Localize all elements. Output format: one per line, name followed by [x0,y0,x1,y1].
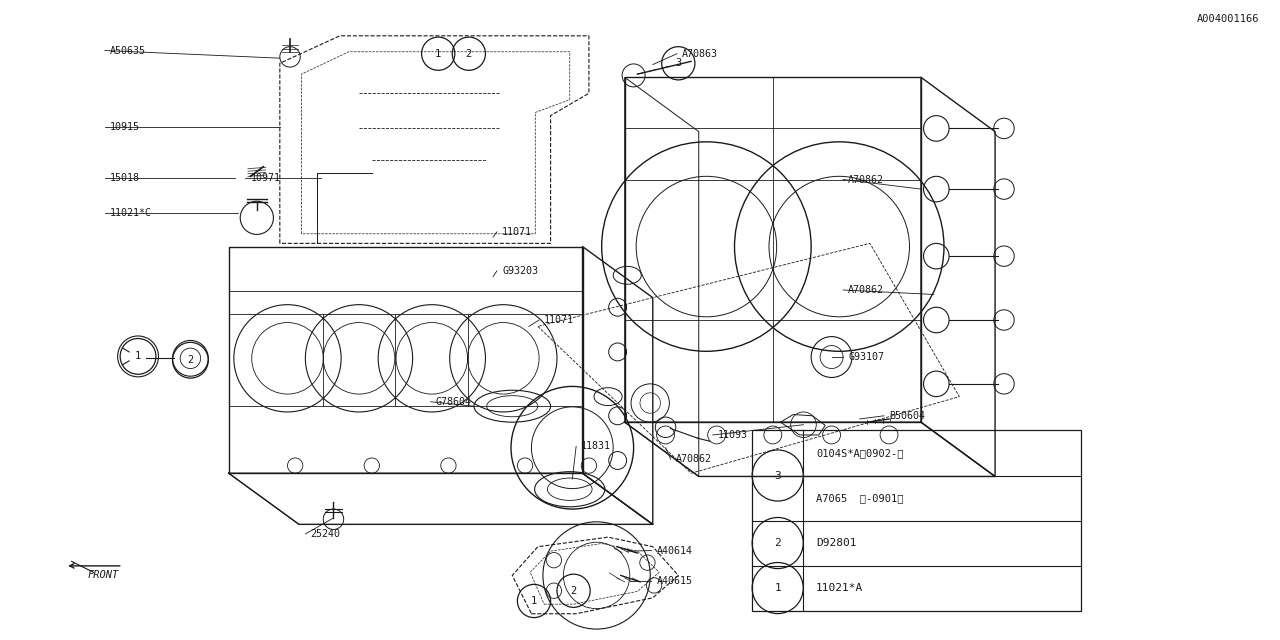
Text: 3: 3 [774,470,781,481]
Text: 0104S*A＜0902-＞: 0104S*A＜0902-＞ [817,448,904,458]
Text: G93203: G93203 [502,266,538,276]
Text: A7065  ＜-0901＞: A7065 ＜-0901＞ [817,493,904,503]
Text: G78604: G78604 [435,397,471,407]
Text: 11071: 11071 [502,227,532,237]
Text: D92801: D92801 [817,538,856,548]
Text: A40614: A40614 [657,545,692,556]
Text: 11021*A: 11021*A [817,583,863,593]
Text: FRONT: FRONT [88,570,119,580]
Text: A70863: A70863 [682,49,718,59]
Text: B50604: B50604 [890,411,925,420]
Text: 3: 3 [675,58,681,68]
Text: 11071: 11071 [544,315,575,325]
Text: 2: 2 [187,355,193,365]
Text: 11093: 11093 [718,430,748,440]
Text: 1: 1 [531,596,538,606]
Text: 11831: 11831 [581,442,612,451]
Text: 1: 1 [774,583,781,593]
Text: 15018: 15018 [110,173,140,183]
Text: 11021*C: 11021*C [110,209,152,218]
Text: A004001166: A004001166 [1197,13,1260,24]
Text: 2: 2 [774,538,781,548]
Text: 25240: 25240 [311,529,340,539]
Text: A70862: A70862 [676,454,712,464]
Text: 10971: 10971 [251,173,280,183]
Text: G93107: G93107 [849,352,884,362]
Text: A50635: A50635 [110,45,146,56]
Text: 2: 2 [466,49,472,59]
Text: 1: 1 [435,49,442,59]
Text: 10915: 10915 [110,122,140,132]
Text: A40615: A40615 [657,575,692,586]
Text: 1: 1 [134,351,141,362]
Text: A70862: A70862 [849,285,884,295]
Text: 2: 2 [571,586,577,596]
Text: A70862: A70862 [849,175,884,184]
